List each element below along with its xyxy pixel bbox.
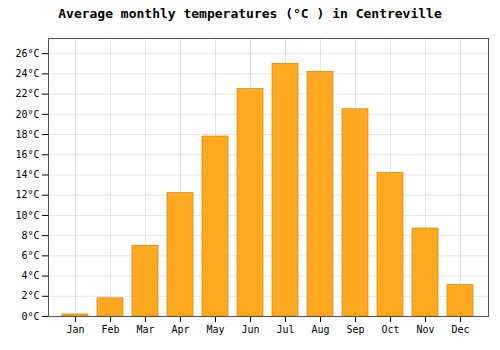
svg-text:Jun: Jun xyxy=(241,324,259,335)
html-text:Average monthly temperatures (: Average monthly temperatures (°C ) in Ce… xyxy=(58,6,442,21)
svg-text:20°C: 20°C xyxy=(15,109,39,120)
svg-text:16°C: 16°C xyxy=(15,149,39,160)
svg-text:Mar: Mar xyxy=(136,324,154,335)
svg-text:Jul: Jul xyxy=(276,324,294,335)
svg-text:Apr: Apr xyxy=(171,324,189,335)
svg-text:18°C: 18°C xyxy=(15,129,39,140)
svg-text:Feb: Feb xyxy=(101,324,119,335)
svg-text:Oct: Oct xyxy=(381,324,399,335)
svg-text:10°C: 10°C xyxy=(15,210,39,221)
svg-text:14°C: 14°C xyxy=(15,169,39,180)
svg-text:22°C: 22°C xyxy=(15,88,39,99)
svg-text:6°C: 6°C xyxy=(21,250,39,261)
svg-text:26°C: 26°C xyxy=(15,48,39,59)
svg-text:Aug: Aug xyxy=(311,324,329,335)
svg-text:4°C: 4°C xyxy=(21,270,39,281)
svg-text:8°C: 8°C xyxy=(21,230,39,241)
svg-text:24°C: 24°C xyxy=(15,68,39,79)
svg-text:Sep: Sep xyxy=(346,324,364,335)
svg-text:Dec: Dec xyxy=(451,324,469,335)
svg-text:0°C: 0°C xyxy=(21,311,39,322)
svg-text:2°C: 2°C xyxy=(21,290,39,301)
svg-text:May: May xyxy=(206,324,224,335)
svg-text:12°C: 12°C xyxy=(15,189,39,200)
svg-text:Jan: Jan xyxy=(66,324,84,335)
svg-text:Nov: Nov xyxy=(416,324,434,335)
